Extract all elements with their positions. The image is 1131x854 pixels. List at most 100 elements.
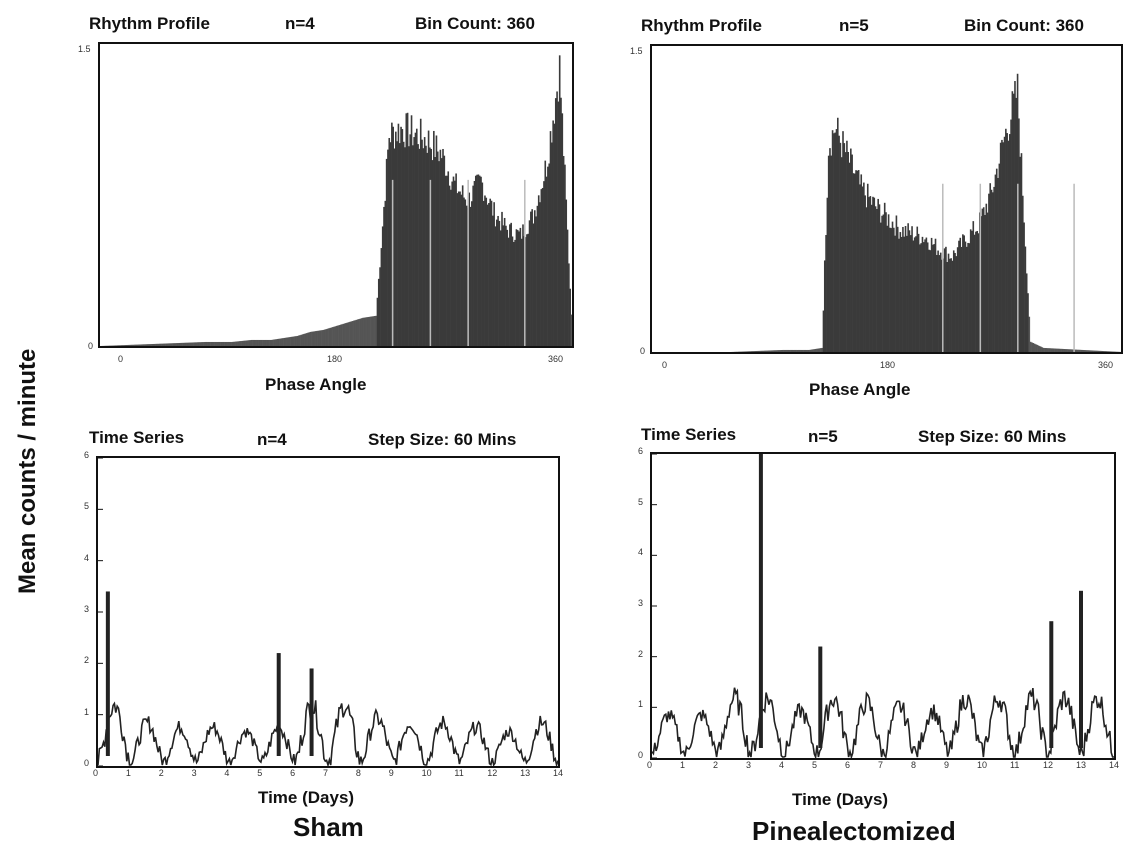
rp_left-bin-207	[371, 316, 374, 346]
rp_right-bin-156	[855, 170, 857, 352]
rp_right-bin-344	[1100, 350, 1102, 352]
rp_left-bin-20	[126, 344, 128, 346]
rp_left-bin-164	[315, 331, 317, 346]
rp_left-bin-182	[338, 325, 341, 346]
rp_right-bin-186	[894, 235, 896, 352]
rp_left-bin-210	[375, 315, 377, 346]
rp_left-bin-84	[210, 341, 212, 346]
rp_right-bin-239	[963, 235, 965, 352]
rp_right-bin-122	[810, 349, 813, 352]
rp_right-bin-107	[791, 349, 793, 352]
rp_right-bin-187	[895, 215, 898, 352]
rp_left-bin-333	[536, 205, 539, 346]
rp_left-bin-241	[415, 128, 418, 346]
rp_right-bin-85	[762, 350, 765, 352]
rp_right-bin-77	[752, 351, 754, 352]
rp_left-bin-135	[277, 338, 279, 346]
rp_left-bin-234	[406, 112, 409, 346]
rp_left-bin-319	[518, 231, 520, 346]
rp_right-bin-287	[1025, 273, 1028, 352]
rp_left-bin-40	[152, 343, 155, 346]
rp_right-bin-73	[747, 351, 749, 352]
rp_left-bin-271	[455, 173, 457, 346]
rp_right-bin-345	[1101, 350, 1104, 352]
rp_right-bin-109	[794, 349, 796, 352]
rp_right-bin-164	[865, 207, 868, 352]
rp_left-bin-172	[325, 329, 328, 346]
rp_right-bin-157	[856, 170, 859, 352]
rp_right-bin-148	[844, 152, 847, 352]
rp_left-bin-240	[414, 132, 417, 346]
rp_left-svg	[101, 55, 572, 346]
rp_left-bin-16	[120, 345, 123, 346]
rp_right-bin-351	[1109, 351, 1111, 352]
ts_left-xtick-7: 7	[323, 768, 329, 778]
rp_left-bin-123	[261, 339, 263, 346]
rp_right-bin-255	[984, 214, 986, 352]
rp_right-bin-226	[946, 262, 949, 352]
rp_left-bin-236	[409, 134, 412, 346]
rp_right-bin-292	[1032, 343, 1035, 352]
rp_left-bin-131	[271, 339, 274, 346]
rp_right-bin-341	[1096, 350, 1098, 352]
ts_left-xtick-12: 12	[487, 768, 498, 778]
rp_left-bin-208	[372, 316, 375, 346]
rp_left-bin-348	[556, 91, 558, 346]
rp_left-bin-34	[144, 344, 147, 346]
rp_right-bin-101	[783, 349, 786, 352]
rp_left-bin-194	[354, 320, 356, 346]
rp_left-bin-98	[228, 341, 231, 346]
rp_right-bin-293	[1033, 343, 1036, 352]
ts_right-ytick-6: 6	[638, 446, 644, 456]
rp_right-bin-139	[833, 133, 835, 352]
rp_left-bin-288	[477, 174, 480, 346]
rp_left-bin-238	[412, 145, 414, 346]
rp_left-bin-293	[484, 195, 486, 346]
rp_right-bin-300	[1042, 347, 1045, 352]
ts_left-xtick-8: 8	[355, 768, 361, 778]
rp_left-bin-175	[329, 327, 332, 346]
rp_left-bin-315	[513, 241, 515, 346]
ts_left-xtick-0: 0	[93, 768, 99, 778]
rp_right-bin-314	[1061, 348, 1063, 352]
ts_left-xtick-11: 11	[454, 768, 464, 778]
rp_right-bin-149	[846, 140, 848, 352]
rp_left-bin-226	[396, 141, 398, 346]
rp_left-bin-127	[266, 339, 269, 346]
rp_right-bin-94	[774, 350, 777, 352]
rp_left-bin-13	[117, 345, 119, 346]
rp_left-bin-343	[549, 131, 552, 346]
rp_right-bin-151	[848, 162, 851, 352]
rp_left-bin-88	[215, 341, 217, 346]
rp_right-bin-155	[853, 173, 856, 352]
rp_left-bin-306	[501, 211, 503, 346]
rp_right-bin-144	[839, 142, 842, 352]
rp_right-bin-264	[995, 168, 998, 352]
rp_left-bin-250	[427, 130, 430, 346]
rp_left-bin-32	[141, 344, 144, 346]
rp_right-bin-219	[937, 250, 939, 352]
rp_right-bin-180	[886, 225, 889, 352]
ts_left-xtick-14: 14	[553, 768, 564, 778]
rp_left-bin-282	[469, 206, 472, 346]
rp_left-bin-252	[430, 148, 433, 346]
rp_left-bin-51	[166, 343, 169, 346]
rp_right-bin-78	[753, 351, 756, 352]
ts_left-ytick-3: 3	[84, 604, 90, 614]
rp_right-bin-91	[770, 350, 773, 352]
rp_left-bin-101	[232, 341, 235, 346]
rp_right-bin-331	[1083, 350, 1085, 352]
rp_right-bin-81	[757, 350, 760, 352]
rp_right-bin-232	[954, 252, 956, 352]
rp_left-bin-54	[170, 343, 173, 346]
rp_left-bin-324	[524, 237, 527, 346]
rp_left-bin-17	[122, 345, 124, 346]
rp_left-bin-214	[380, 248, 383, 346]
rp_right-bin-178	[883, 202, 886, 352]
rp_right-bin-124	[813, 349, 816, 352]
rp_left-bin-165	[316, 330, 318, 346]
rp_right-bin-319	[1067, 349, 1070, 352]
rp_right-bin-114	[800, 349, 803, 352]
rp_left-bin-79	[203, 342, 206, 346]
rp_left-bin-162	[312, 331, 315, 346]
